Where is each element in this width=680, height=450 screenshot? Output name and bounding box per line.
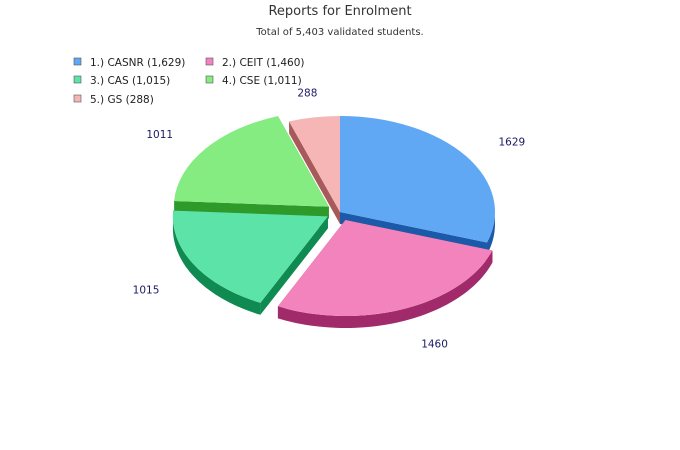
pie-slice-side [486,209,495,255]
pie-slice-ceit [277,219,493,316]
chart-subtitle: Total of 5,403 validated students. [255,27,423,38]
legend-swatch [73,75,82,84]
data-label: 288 [297,88,317,100]
data-label: 1011 [146,129,173,141]
pie-slice-side [172,212,261,315]
pie-slice-cas [172,210,328,303]
chart-title: Reports for Enrolment [268,4,411,19]
data-label: 1629 [499,136,526,148]
legend-swatch [73,94,82,103]
legend: 1.) CASNR (1,629) 2.) CEIT (1,460) 3.) CAS… [73,57,305,106]
legend-item-label: 5.) GS (288) [90,94,154,106]
legend-item-label: 3.) CAS (1,015) [90,75,170,87]
pie-slice-wall [260,216,328,315]
data-label: 1015 [133,285,160,297]
pie-slices [172,116,496,316]
pie-slice-wall [289,121,340,224]
pie-slice-casnr [340,116,496,243]
legend-swatch [73,57,82,66]
pie-slice-side [277,250,493,328]
legend-item-label: 4.) CSE (1,011) [222,75,302,87]
data-label: 1460 [421,339,448,351]
legend-swatch [205,75,214,84]
legend-item-label: 2.) CEIT (1,460) [222,57,305,69]
pie-slice-gs [289,116,340,212]
legend-item-label: 1.) CASNR (1,629) [90,57,185,69]
pie-data-labels: 1629 1460 1015 1011 288 [133,88,526,351]
legend-swatch [205,57,214,66]
pie-slice-cse [174,116,329,207]
